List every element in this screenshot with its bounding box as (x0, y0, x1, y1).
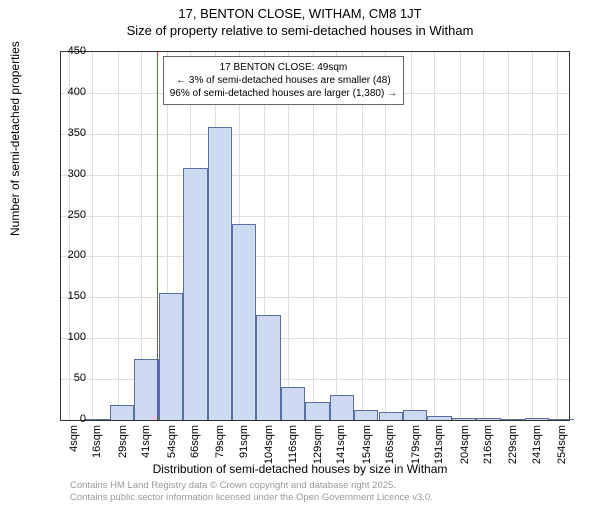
histogram-bar (208, 127, 232, 420)
gridline-v (69, 52, 70, 420)
histogram-bar (525, 418, 549, 420)
histogram-bar (476, 418, 500, 420)
gridline-v (313, 52, 314, 420)
y-tick-label: 150 (56, 290, 86, 302)
histogram-bar (281, 387, 305, 420)
y-axis-label: Number of semi-detached properties (8, 41, 22, 236)
y-tick-label: 450 (56, 45, 86, 57)
gridline-h (61, 216, 569, 217)
y-tick-label: 50 (56, 372, 86, 384)
chart-subtitle: Size of property relative to semi-detach… (0, 23, 600, 38)
x-tick-label: 29sqm (117, 425, 129, 475)
y-tick-label: 0 (56, 413, 86, 425)
gridline-h (61, 175, 569, 176)
gridline-v (92, 52, 93, 420)
x-tick-label: 41sqm (140, 425, 152, 475)
histogram-bar (305, 402, 329, 420)
y-tick-label: 100 (56, 331, 86, 343)
histogram-bar (427, 416, 451, 420)
property-marker-line (157, 52, 159, 420)
annotation-box: 17 BENTON CLOSE: 49sqm ← 3% of semi-deta… (163, 56, 404, 105)
histogram-bar (354, 410, 378, 420)
x-tick-label: 66sqm (189, 425, 201, 475)
gridline-v (508, 52, 509, 420)
histogram-bar (452, 418, 476, 420)
x-tick-label: 129sqm (312, 425, 324, 475)
gridline-h (61, 134, 569, 135)
histogram-bar (403, 410, 427, 420)
gridline-v (532, 52, 533, 420)
annotation-line1: 17 BENTON CLOSE: 49sqm (170, 61, 397, 74)
annotation-line2: ← 3% of semi-detached houses are smaller… (170, 74, 397, 87)
x-tick-label: 204sqm (459, 425, 471, 475)
x-tick-label: 254sqm (556, 425, 568, 475)
x-tick-label: 141sqm (335, 425, 347, 475)
histogram-bar (549, 419, 573, 420)
histogram-bar (232, 224, 256, 420)
y-tick-label: 200 (56, 249, 86, 261)
histogram-bar (134, 359, 158, 420)
histogram-bar (159, 293, 183, 420)
gridline-v (362, 52, 363, 420)
gridline-v (118, 52, 119, 420)
x-tick-label: 16sqm (91, 425, 103, 475)
gridline-h (61, 297, 569, 298)
x-tick-label: 116sqm (287, 425, 299, 475)
annotation-line3: 96% of semi-detached houses are larger (… (170, 87, 397, 100)
x-tick-label: 241sqm (531, 425, 543, 475)
x-tick-label: 179sqm (410, 425, 422, 475)
plot-area: 17 BENTON CLOSE: 49sqm ← 3% of semi-deta… (60, 51, 570, 421)
gridline-v (385, 52, 386, 420)
y-tick-label: 400 (56, 86, 86, 98)
gridline-v (483, 52, 484, 420)
histogram-bar (379, 412, 403, 420)
chart-title: 17, BENTON CLOSE, WITHAM, CM8 1JT (0, 6, 600, 21)
x-tick-label: 91sqm (238, 425, 250, 475)
x-tick-label: 229sqm (507, 425, 519, 475)
x-tick-label: 54sqm (166, 425, 178, 475)
histogram-bar (330, 395, 354, 420)
x-tick-label: 191sqm (433, 425, 445, 475)
y-tick-label: 250 (56, 209, 86, 221)
gridline-v (434, 52, 435, 420)
y-tick-label: 350 (56, 127, 86, 139)
gridline-v (460, 52, 461, 420)
histogram-bar (110, 405, 134, 420)
gridline-v (557, 52, 558, 420)
gridline-h (61, 338, 569, 339)
y-tick-label: 300 (56, 168, 86, 180)
footer-line2: Contains public sector information licen… (70, 492, 433, 503)
footer-line1: Contains HM Land Registry data © Crown c… (70, 480, 433, 491)
histogram-bar (183, 168, 207, 420)
gridline-h (61, 256, 569, 257)
x-tick-label: 79sqm (214, 425, 226, 475)
x-tick-label: 4sqm (68, 425, 80, 475)
histogram-bar (501, 419, 525, 420)
histogram-bar (85, 419, 109, 420)
x-tick-label: 216sqm (482, 425, 494, 475)
x-tick-label: 166sqm (384, 425, 396, 475)
gridline-v (288, 52, 289, 420)
x-tick-label: 154sqm (361, 425, 373, 475)
gridline-v (411, 52, 412, 420)
gridline-v (336, 52, 337, 420)
histogram-bar (256, 315, 280, 420)
x-tick-label: 104sqm (263, 425, 275, 475)
